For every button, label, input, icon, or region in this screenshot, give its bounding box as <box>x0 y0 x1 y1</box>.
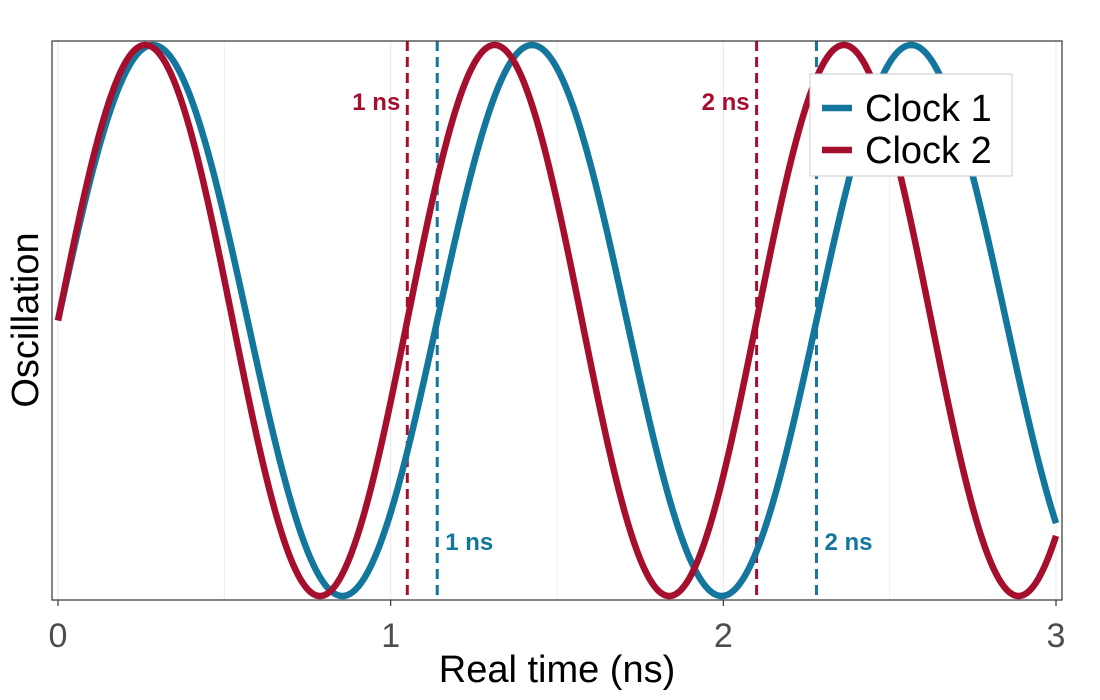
plot-panel-border <box>51 40 1063 601</box>
x-tick-label: 3 <box>1047 617 1066 655</box>
x-tick-label: 1 <box>381 617 400 655</box>
marker-label: 2 ns <box>824 529 872 556</box>
x-tick-label: 2 <box>714 617 733 655</box>
series-line-clock-1 <box>54 41 1060 600</box>
x-tick-label: 0 <box>49 617 68 655</box>
x-axis: 0 1 2 3 <box>49 600 1066 655</box>
legend-label: Clock 2 <box>865 130 992 172</box>
legend-box <box>809 73 1013 177</box>
marker-label: 1 ns <box>352 89 400 116</box>
marker-label: 2 ns <box>702 89 750 116</box>
y-axis-title: Oscillation <box>5 232 47 407</box>
legend-label: Clock 1 <box>865 88 992 130</box>
x-axis-title: Real time (ns) <box>439 649 676 691</box>
annotations: 1 ns 1 ns 2 ns 2 ns <box>352 89 872 556</box>
marker-label: 1 ns <box>445 529 493 556</box>
